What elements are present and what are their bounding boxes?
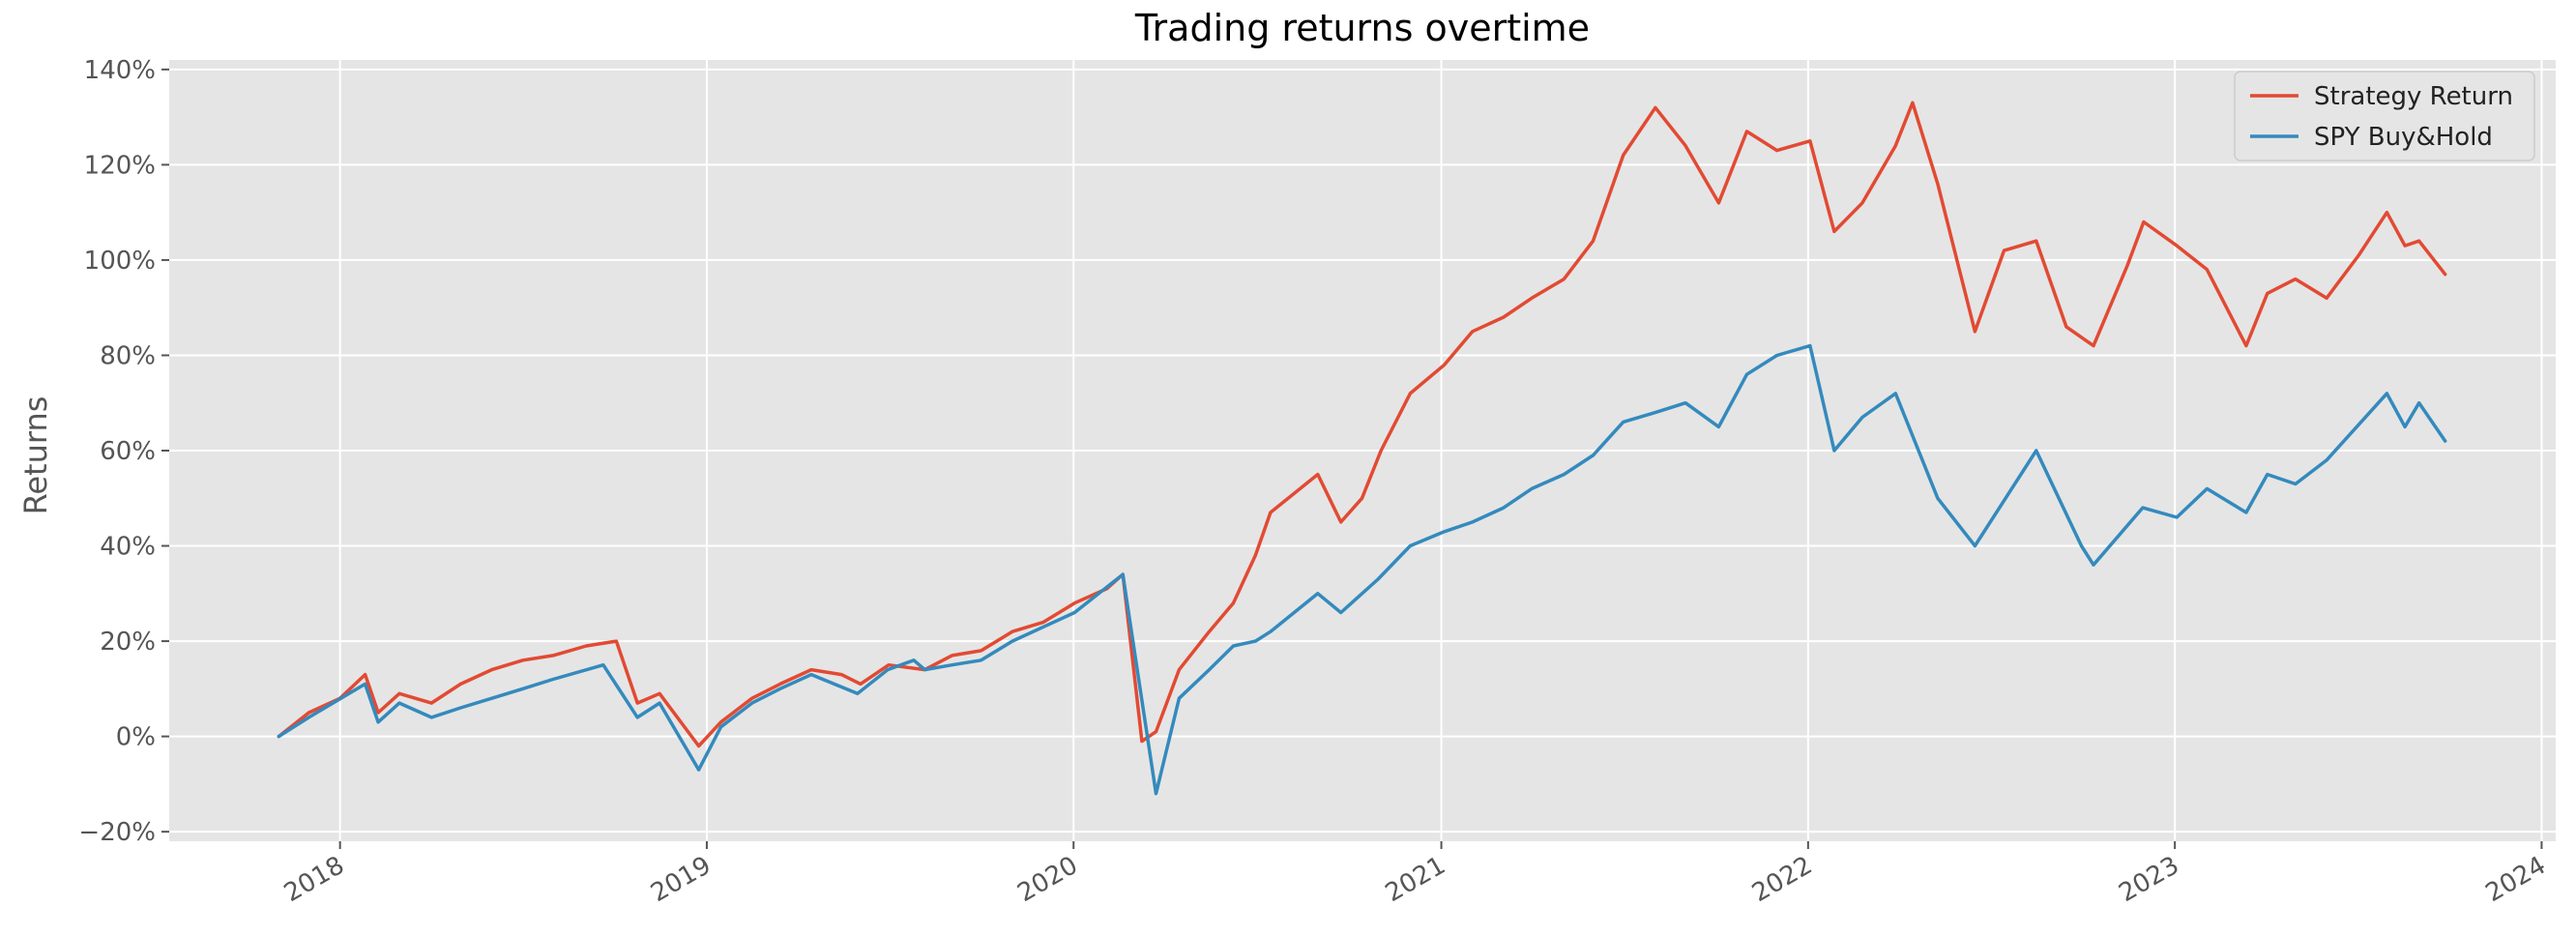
y-tick-label: 120%: [84, 151, 156, 180]
y-axis-label: Returns: [17, 396, 54, 515]
y-tick-label: 0%: [116, 723, 156, 752]
series-line-0: [277, 101, 2447, 748]
y-tick-label: 100%: [84, 247, 156, 276]
legend-box: [2234, 71, 2535, 161]
series-line-1: [277, 343, 2447, 796]
y-tick-label: −20%: [78, 818, 156, 847]
y-tick-label: 40%: [100, 533, 156, 562]
y-axis: −20% 0% 20% 40% 60% 80% 100% 120% 140%: [78, 56, 169, 847]
chart-title: Trading returns overtime: [1134, 7, 1590, 49]
y-tick-label: 140%: [84, 56, 156, 85]
legend: Strategy Return SPY Buy&Hold: [2234, 71, 2535, 161]
legend-label: Strategy Return: [2314, 82, 2513, 111]
y-tick-label: 20%: [100, 628, 156, 657]
series-lines: [277, 101, 2447, 796]
y-tick-label: 60%: [100, 437, 156, 466]
legend-label: SPY Buy&Hold: [2314, 123, 2493, 152]
y-tick-label: 80%: [100, 341, 156, 370]
y-gridlines: [169, 68, 2556, 834]
